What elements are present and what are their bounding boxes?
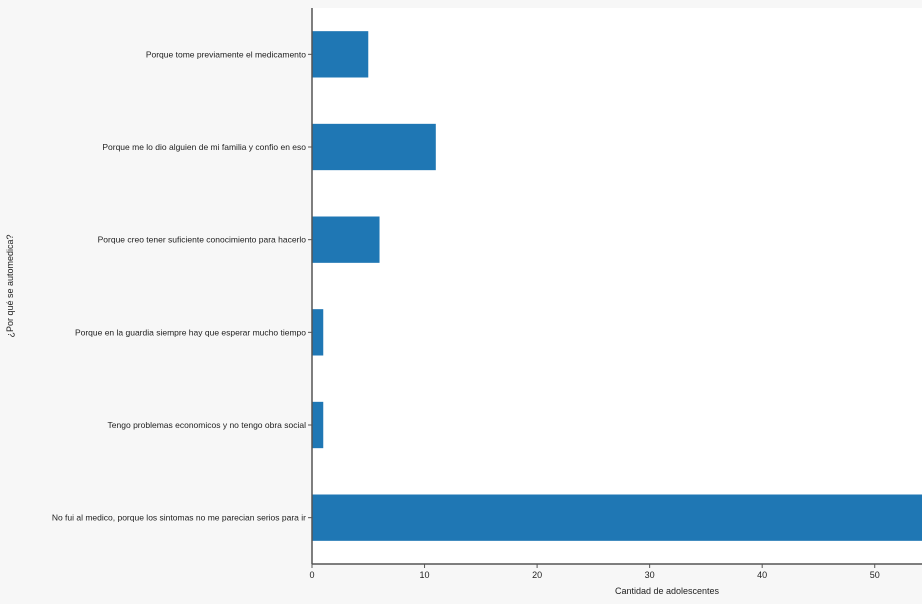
x-axis-label: Cantidad de adolescentes	[615, 586, 720, 596]
x-tick-label-10: 10	[420, 570, 430, 580]
bars-group	[312, 31, 922, 541]
bar-2	[312, 123, 436, 171]
category-label-5: Tengo problemas economicos y no tengo ob…	[108, 420, 307, 430]
bar-4	[312, 309, 324, 356]
y-axis-label: ¿Por qué se automedica?	[5, 234, 15, 337]
category-label-3: Porque creo tener suficiente conocimient…	[98, 235, 307, 245]
x-axis-ticks: 0 10 20 30 40 50	[309, 564, 880, 580]
x-tick-label-20: 20	[532, 570, 542, 580]
category-label-4: Porque en la guardia siempre hay que esp…	[75, 327, 306, 337]
x-tick-label-0: 0	[309, 570, 314, 580]
x-tick-label-30: 30	[645, 570, 655, 580]
category-label-2: Porque me lo dio alguien de mi familia y…	[102, 142, 306, 152]
bar-6	[312, 494, 922, 541]
bar-3	[312, 216, 380, 263]
plot-area	[312, 8, 922, 564]
x-tick-label-50: 50	[870, 570, 880, 580]
bar-5	[312, 401, 324, 449]
category-labels: Porque tome previamente el medicamento Po…	[52, 49, 312, 523]
bar-1	[312, 31, 369, 78]
category-label-6: No fui al medico, porque los sintomas no…	[52, 513, 306, 523]
category-label-1: Porque tome previamente el medicamento	[146, 49, 306, 59]
x-tick-label-40: 40	[757, 570, 767, 580]
